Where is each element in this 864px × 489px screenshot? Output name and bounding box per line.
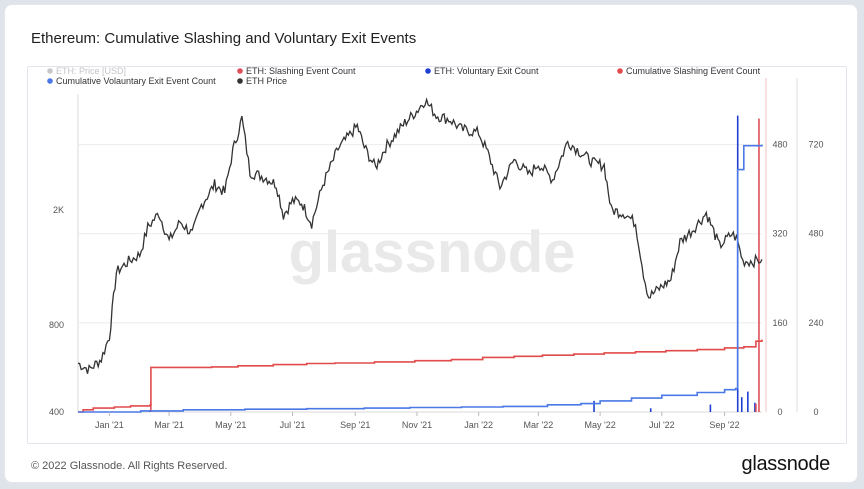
legend-marker	[617, 68, 623, 74]
cumulative-voluntary-exit-line	[78, 144, 763, 413]
x-tick-label: Mar '22	[524, 420, 554, 430]
legend-item[interactable]: ETH: Voluntary Exit Count	[425, 66, 539, 76]
x-tick-label: May '22	[584, 420, 615, 430]
x-tick-label: Nov '21	[402, 420, 432, 430]
x-tick-label: Jan '22	[464, 420, 493, 430]
legend-item[interactable]: Cumulative Slashing Event Count	[617, 66, 761, 76]
x-tick-label: Sep '21	[340, 420, 370, 430]
right-axis-tick-label: 240	[808, 318, 823, 328]
event-bar	[754, 402, 756, 412]
legend-label: Cumulative Slashing Event Count	[626, 66, 761, 76]
right-axis-tick-label: 480	[808, 229, 823, 239]
watermark-text: glassnode	[289, 220, 576, 285]
right-axis-tick-label: 720	[808, 140, 823, 150]
eth-price-line	[77, 97, 763, 374]
legend-label: Cumulative Volauntary Exit Event Count	[56, 76, 216, 86]
x-tick-label: May '21	[215, 420, 246, 430]
legend-marker	[425, 68, 431, 74]
chart-card: Ethereum: Cumulative Slashing and Volunt…	[4, 4, 858, 483]
left-axis-tick-label: 2K	[53, 205, 64, 215]
left-axis-tick-label: 400	[49, 407, 64, 417]
legend-label: ETH: Slashing Event Count	[246, 66, 356, 76]
gridlines	[77, 78, 798, 413]
chart-frame	[27, 66, 847, 444]
axes: 480 320 160 0 720 480 240 0 2K 800 400 Jan '21 Mar '…	[49, 140, 824, 430]
left-axis-tick-label: 800	[49, 320, 64, 330]
legend-item[interactable]: ETH: Price [USD]	[47, 66, 126, 76]
x-tick-label: Jul '21	[280, 420, 306, 430]
legend-label: ETH: Voluntary Exit Count	[434, 66, 539, 76]
glassnode-logo[interactable]: glassnode	[741, 453, 831, 475]
event-bar	[709, 404, 712, 412]
legend-marker	[47, 78, 53, 84]
x-tick-label: Mar '21	[154, 420, 184, 430]
x-tick-label: Jan '21	[95, 420, 124, 430]
event-bar	[755, 403, 757, 412]
mid-axis-tick-label: 0	[777, 407, 782, 417]
legend-item[interactable]: ETH: Slashing Event Count	[237, 66, 356, 76]
legend-label: ETH: Price [USD]	[56, 66, 126, 76]
event-bar	[649, 408, 652, 412]
legend-marker	[47, 68, 53, 74]
x-tick-label: Sep '22	[709, 420, 739, 430]
event-bar	[740, 397, 743, 412]
mid-axis-tick-label: 160	[772, 318, 787, 328]
legend-item[interactable]: ETH Price	[237, 76, 287, 86]
event-bar	[747, 391, 749, 412]
right-axis-tick-label: 0	[813, 407, 818, 417]
event-bar	[758, 118, 760, 413]
chart-title: Ethereum: Cumulative Slashing and Volunt…	[31, 30, 417, 47]
event-bar	[150, 402, 152, 412]
event-bar	[593, 400, 595, 412]
mid-axis-tick-label: 320	[772, 229, 787, 239]
legend-label: ETH Price	[246, 76, 287, 86]
legend-marker	[237, 68, 243, 74]
legend-item[interactable]: Cumulative Volauntary Exit Event Count	[47, 76, 216, 86]
cumulative-slashing-line	[78, 339, 763, 413]
copyright-footer: © 2022 Glassnode. All Rights Reserved.	[31, 460, 228, 472]
legend-marker	[237, 78, 243, 84]
legend[interactable]: ETH: Price [USD] ETH: Slashing Event Coun…	[47, 66, 761, 86]
line-series	[77, 97, 763, 413]
mid-axis-tick-label: 480	[772, 140, 787, 150]
x-tick-label: Jul '22	[649, 420, 675, 430]
